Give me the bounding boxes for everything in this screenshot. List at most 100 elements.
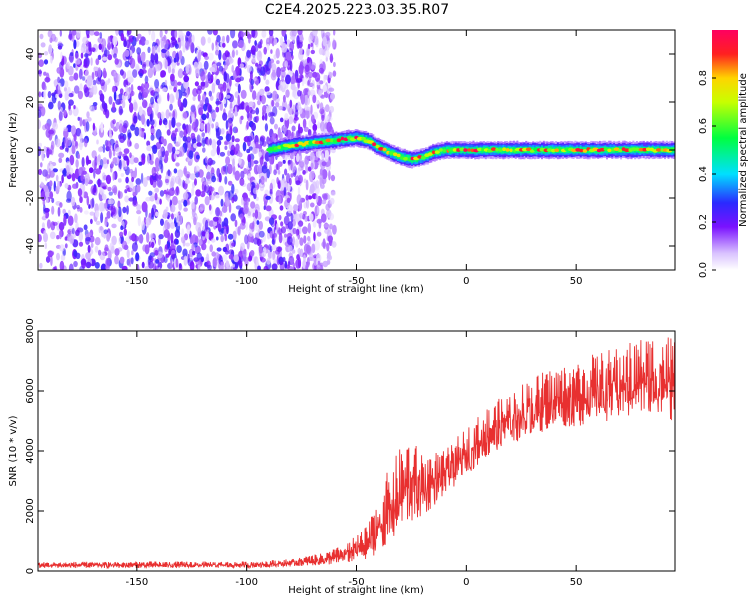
heatmap-cell bbox=[38, 70, 42, 75]
heatmap-cell bbox=[164, 79, 168, 86]
heatmap-cell bbox=[252, 212, 255, 218]
heatmap-cell bbox=[91, 197, 95, 208]
heatmap-cell bbox=[232, 158, 235, 168]
heatmap-cell bbox=[186, 136, 192, 143]
heatmap-cell bbox=[235, 128, 239, 133]
heatmap-cell bbox=[89, 104, 92, 111]
heatmap-cell bbox=[90, 242, 94, 248]
heatmap-cell bbox=[50, 251, 55, 256]
heatmap-cell bbox=[142, 99, 148, 109]
heatmap-cell bbox=[77, 153, 81, 159]
heatmap-cell bbox=[40, 162, 43, 168]
heatmap-cell bbox=[144, 81, 150, 90]
heatmap-cell bbox=[306, 244, 311, 254]
heatmap-cell bbox=[175, 258, 179, 268]
heatmap-cell bbox=[207, 157, 213, 166]
heatmap-cell bbox=[310, 104, 313, 115]
heatmap-cell bbox=[164, 150, 169, 157]
heatmap-cell bbox=[272, 90, 278, 101]
heatmap-cell bbox=[244, 135, 250, 142]
heatmap-cell bbox=[305, 179, 309, 191]
heatmap-cell bbox=[160, 111, 165, 120]
heatmap-cell bbox=[278, 195, 282, 205]
heatmap-cell bbox=[201, 51, 205, 56]
heatmap-cell bbox=[340, 136, 344, 141]
heatmap-cell bbox=[275, 48, 280, 59]
heatmap-cell bbox=[225, 156, 231, 166]
heatmap-cell bbox=[208, 90, 212, 97]
heatmap-cell bbox=[211, 123, 215, 129]
heatmap-cell bbox=[271, 99, 275, 107]
heatmap-cell bbox=[325, 56, 328, 62]
heatmap-cell bbox=[200, 191, 206, 198]
heatmap-cell bbox=[213, 146, 217, 155]
heatmap-cell bbox=[630, 147, 638, 151]
heatmap-cell bbox=[175, 43, 179, 49]
heatmap-cell bbox=[64, 236, 68, 241]
heatmap-cell bbox=[172, 195, 178, 206]
heatmap-cell bbox=[319, 102, 324, 111]
heatmap-cell bbox=[198, 169, 204, 178]
heatmap-cell bbox=[303, 178, 307, 184]
heatmap-cell bbox=[325, 31, 331, 38]
heatmap-cell bbox=[330, 138, 334, 143]
heatmap-cell bbox=[205, 180, 209, 187]
heatmap-cell bbox=[173, 79, 178, 91]
heatmap-cell bbox=[189, 261, 195, 270]
heatmap-cell bbox=[129, 235, 136, 241]
heatmap-cell bbox=[191, 207, 196, 218]
heatmap-cell bbox=[219, 229, 224, 235]
heatmap-cell bbox=[49, 170, 55, 178]
heatmap-cell bbox=[210, 74, 214, 83]
heatmap-cell bbox=[324, 49, 330, 58]
heatmap-cell bbox=[253, 160, 259, 165]
heatmap-cell bbox=[302, 170, 306, 175]
heatmap-cell bbox=[268, 30, 274, 37]
heatmap-cell bbox=[75, 159, 79, 169]
heatmap-cell bbox=[59, 202, 63, 208]
heatmap-cell bbox=[119, 88, 124, 95]
heatmap-cell bbox=[177, 135, 182, 145]
heatmap-cell bbox=[165, 109, 170, 119]
heatmap-cell bbox=[256, 220, 260, 225]
heatmap-cell bbox=[141, 155, 146, 165]
heatmap-cell bbox=[69, 30, 72, 41]
heatmap-cell bbox=[186, 224, 191, 235]
heatmap-cell bbox=[84, 53, 89, 58]
heatmap-cell bbox=[140, 172, 144, 184]
heatmap-cell bbox=[192, 250, 196, 256]
heatmap-cell bbox=[103, 232, 107, 239]
heatmap-cell bbox=[166, 222, 170, 230]
heatmap-cell bbox=[167, 142, 174, 153]
heatmap-cell bbox=[83, 224, 88, 231]
heatmap-cell bbox=[69, 154, 75, 166]
heatmap-cell bbox=[136, 47, 142, 55]
heatmap-cell bbox=[251, 122, 256, 131]
heatmap-cell bbox=[279, 117, 284, 123]
heatmap-cell bbox=[118, 206, 122, 218]
heatmap-cell bbox=[200, 36, 206, 46]
heatmap-cell bbox=[129, 168, 134, 174]
heatmap-cell bbox=[38, 59, 44, 67]
heatmap-cell bbox=[57, 180, 61, 190]
heatmap-cell bbox=[99, 226, 103, 231]
heatmap-cell bbox=[252, 187, 258, 195]
heatmap-cell bbox=[285, 51, 292, 61]
heatmap-cell bbox=[94, 31, 100, 37]
heatmap-cell bbox=[152, 204, 157, 211]
heatmap-cell bbox=[167, 169, 171, 177]
heatmap-cell bbox=[154, 265, 158, 270]
heatmap-cell bbox=[289, 31, 293, 37]
heatmap-cell bbox=[50, 55, 53, 64]
heatmap-cell bbox=[82, 36, 89, 45]
heatmap-cell bbox=[249, 70, 253, 81]
heatmap-cell bbox=[117, 190, 121, 199]
heatmap-cell bbox=[88, 41, 92, 53]
heatmap-cell bbox=[231, 135, 235, 143]
heatmap-cell bbox=[255, 141, 259, 149]
heatmap-cell bbox=[554, 148, 560, 152]
heatmap-cell bbox=[81, 258, 87, 269]
heatmap-cell bbox=[246, 111, 250, 119]
heatmap-cell bbox=[138, 234, 144, 244]
heatmap-cell bbox=[213, 190, 216, 197]
